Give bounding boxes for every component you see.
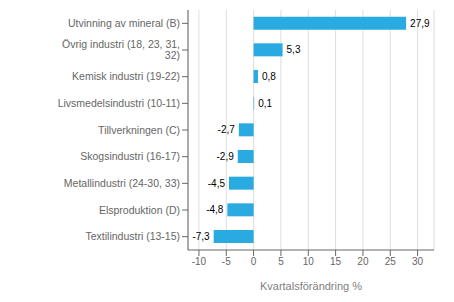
- svg-text:15: 15: [330, 256, 342, 267]
- svg-text:-2,7: -2,7: [218, 124, 236, 135]
- svg-text:27,9: 27,9: [410, 18, 430, 29]
- svg-text:20: 20: [357, 256, 369, 267]
- svg-text:5: 5: [278, 256, 284, 267]
- svg-text:Livsmedelsindustri (10-11): Livsmedelsindustri (10-11): [58, 97, 180, 109]
- svg-text:-10: -10: [192, 256, 207, 267]
- svg-text:0,8: 0,8: [262, 71, 276, 82]
- svg-text:Övrig industri (18, 23, 31,32): Övrig industri (18, 23, 31,32): [62, 38, 180, 61]
- svg-text:-5: -5: [222, 256, 231, 267]
- svg-text:25: 25: [385, 256, 397, 267]
- svg-text:Textilindustri (13-15): Textilindustri (13-15): [85, 230, 180, 242]
- svg-text:-2,9: -2,9: [217, 151, 235, 162]
- svg-text:Tillverkningen (C): Tillverkningen (C): [98, 124, 180, 136]
- svg-text:-4,8: -4,8: [206, 204, 224, 215]
- svg-text:10: 10: [303, 256, 315, 267]
- svg-text:0,1: 0,1: [258, 98, 272, 109]
- svg-text:30: 30: [412, 256, 424, 267]
- svg-text:Skogsindustri (16-17): Skogsindustri (16-17): [80, 150, 180, 162]
- svg-text:-7,3: -7,3: [192, 231, 210, 242]
- svg-text:Elsproduktion (D): Elsproduktion (D): [99, 204, 180, 216]
- svg-text:5,3: 5,3: [287, 44, 301, 55]
- svg-text:Utvinning av mineral (B): Utvinning av mineral (B): [68, 17, 180, 29]
- svg-text:Metallindustri (24-30, 33): Metallindustri (24-30, 33): [64, 177, 180, 189]
- svg-text:Kvartalsförändring %: Kvartalsförändring %: [260, 280, 362, 292]
- svg-text:0: 0: [251, 256, 257, 267]
- svg-text:Kemisk industri (19-22): Kemisk industri (19-22): [72, 70, 180, 82]
- svg-text:-4,5: -4,5: [208, 178, 226, 189]
